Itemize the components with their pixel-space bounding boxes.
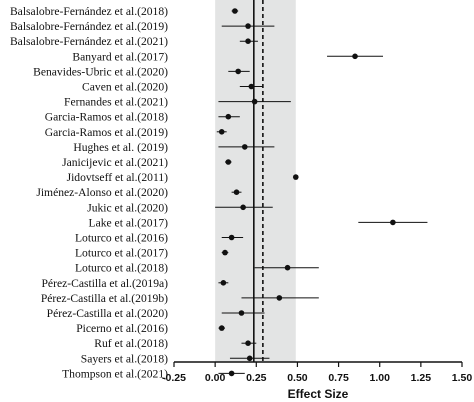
effect-point	[232, 8, 238, 14]
effect-point	[235, 68, 241, 75]
effect-point	[251, 98, 258, 105]
study-label: Garcia-Ramos et al.(2019)	[45, 126, 168, 139]
study-label: Balsalobre-Fernández et al.(2018)	[10, 5, 168, 18]
study-label: Fernandes et al.(2021)	[64, 96, 168, 109]
study-label: Pérez-Castilla et al.(2019b)	[41, 292, 168, 305]
effect-point	[228, 370, 235, 377]
study-label: Jiménez-Alonso et al.(2020)	[36, 186, 168, 199]
effect-point	[238, 310, 245, 316]
effect-point	[241, 144, 248, 150]
effect-point	[245, 23, 251, 29]
effect-point	[292, 174, 299, 180]
effect-point	[240, 204, 246, 211]
shaded-band	[215, 0, 296, 362]
x-tick-label: 0.50	[287, 372, 308, 384]
effect-point	[222, 249, 228, 256]
study-label: Jukic et al.(2020)	[87, 201, 168, 214]
effect-point	[225, 113, 232, 120]
reference-lines	[253, 0, 264, 362]
effect-point	[228, 234, 235, 241]
effect-point	[245, 38, 251, 44]
x-tick-label: 0.75	[328, 372, 349, 384]
effect-point	[233, 189, 240, 195]
study-rows: Balsalobre-Fernández et al.(2018) Balsalo…	[10, 5, 428, 380]
effect-point	[220, 280, 227, 286]
study-label: Pérez-Castilla et al.(2020)	[47, 307, 169, 320]
study-label: Janicijevic et al.(2021)	[62, 156, 168, 169]
study-label: Sayers et al.(2018)	[81, 352, 168, 365]
effect-point	[390, 219, 396, 226]
study-label: Banyard et al.(2017)	[72, 50, 168, 63]
x-tick-label: 1.00	[369, 372, 390, 384]
x-tick-label: 1.25	[411, 372, 432, 384]
study-label: Jidovtseff et al.(2011)	[67, 171, 169, 184]
effect-point	[248, 83, 255, 90]
x-tick-label: 0.00	[205, 372, 226, 384]
effect-point	[225, 159, 232, 165]
study-label: Balsalobre-Fernández et al.(2021)	[10, 35, 168, 48]
effect-point	[218, 129, 225, 135]
effect-point	[246, 355, 253, 362]
x-tick-label: -0.25	[162, 372, 186, 384]
effect-point	[276, 295, 283, 301]
study-label: Loturco et al.(2016)	[75, 232, 168, 245]
study-label: Caven et al.(2020)	[82, 81, 168, 94]
study-label: Thompson et al.(2021)	[62, 367, 168, 380]
study-label: Hughes et al. (2019)	[73, 141, 168, 154]
effect-point	[218, 325, 225, 331]
effect-point	[245, 340, 251, 347]
effect-point	[352, 53, 358, 60]
study-label: Pérez-Castilla et al.(2019a)	[41, 277, 168, 290]
study-label: Picerno et al.(2016)	[76, 322, 168, 335]
shaded-band-rect	[215, 0, 296, 362]
x-tick-label: 0.25	[246, 372, 267, 384]
study-label: Loturco et al.(2017)	[75, 247, 168, 260]
study-label: Lake et al.(2017)	[88, 216, 168, 229]
x-axis-title: Effect Size	[288, 387, 349, 401]
x-axis: -0.25 0.00 0.25 0.50 0.75 1.00 1.25 1.50	[162, 361, 473, 384]
study-label: Benavides-Ubric et al.(2020)	[33, 65, 168, 78]
study-label: Ruf et al.(2018)	[94, 337, 168, 350]
effect-point	[284, 264, 291, 271]
study-label: Balsalobre-Fernández et al.(2019)	[10, 20, 168, 33]
x-tick-label: 1.50	[452, 372, 473, 384]
study-label: Garcia-Ramos et al.(2018)	[45, 111, 168, 124]
study-label: Loturco et al.(2018)	[75, 262, 168, 275]
